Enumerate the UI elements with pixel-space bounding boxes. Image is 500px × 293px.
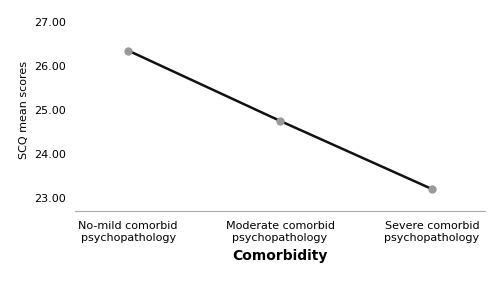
X-axis label: Comorbidity: Comorbidity xyxy=(232,248,328,263)
Y-axis label: SCQ mean scores: SCQ mean scores xyxy=(18,61,28,159)
